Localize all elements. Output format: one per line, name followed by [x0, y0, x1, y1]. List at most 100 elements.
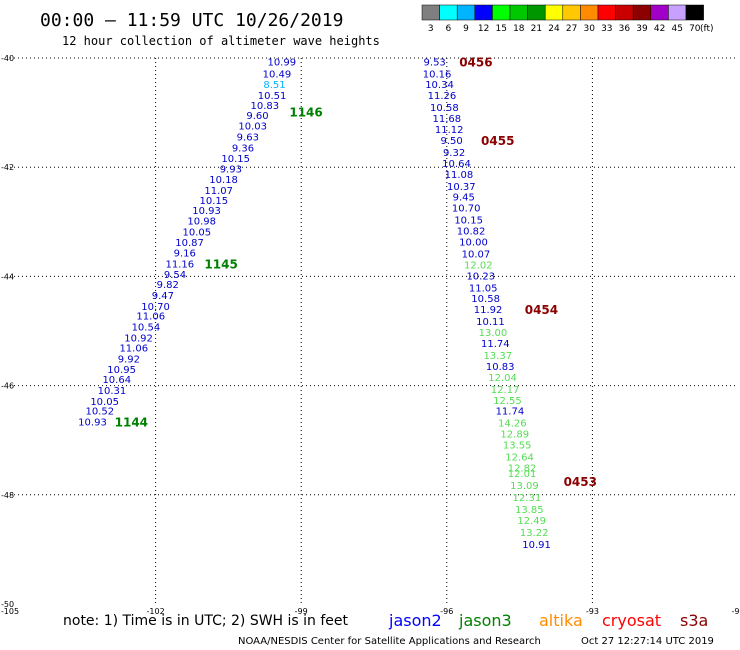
legend-swatch-label: 24 — [548, 24, 560, 34]
x-tick-label: -99 — [295, 607, 308, 616]
wave-height-label: 11.68 — [432, 114, 461, 125]
wave-height-label: 10.54 — [132, 323, 161, 334]
y-tick-label: -40 — [1, 54, 14, 63]
legend-swatch — [456, 4, 476, 21]
satellite-legend-altika: altika — [539, 611, 583, 630]
legend-swatch-label: 9 — [463, 24, 469, 34]
wave-height-label: 9.45 — [453, 193, 475, 204]
wave-height-label: 11.74 — [481, 339, 510, 350]
legend-swatch — [562, 4, 581, 21]
pass-time-label: 1144 — [115, 416, 148, 430]
legend-swatch — [474, 4, 493, 21]
legend-swatch — [650, 4, 669, 21]
wave-height-label: 10.15 — [454, 216, 483, 227]
footer-note: note: 1) Time is in UTC; 2) SWH is in fe… — [63, 613, 349, 629]
legend-swatch-label: 45 — [671, 24, 682, 34]
wave-height-label: 10.92 — [124, 334, 153, 345]
wave-height-label: 9.92 — [118, 354, 140, 365]
legend-swatch — [597, 4, 616, 21]
y-tick-label: -50 — [1, 600, 14, 609]
plot-grid — [10, 57, 738, 604]
wave-height-label: 11.05 — [469, 283, 498, 294]
wave-height-label: 11.26 — [428, 91, 457, 102]
legend-swatch-label: 3 — [428, 24, 434, 34]
wave-height-label: 10.05 — [183, 228, 212, 239]
legend-swatch-label: 30 — [583, 24, 595, 34]
wave-height-label: 13.37 — [483, 351, 512, 362]
x-tick-label: -102 — [147, 607, 165, 616]
wave-height-label: 11.16 — [166, 259, 195, 270]
wave-height-label: 9.60 — [246, 111, 268, 122]
wave-height-label: 10.05 — [90, 397, 119, 408]
wave-height-label: 10.16 — [423, 69, 452, 80]
wave-height-label: 9.36 — [232, 144, 254, 155]
legend-swatch — [509, 4, 528, 21]
legend-swatch — [580, 4, 599, 21]
wave-height-label: 11.12 — [435, 125, 464, 136]
wave-height-label: 11.92 — [474, 305, 503, 316]
wave-height-label: 10.15 — [200, 196, 229, 207]
legend-swatch — [685, 4, 704, 21]
y-tick-label: -48 — [1, 491, 14, 500]
legend-swatch-label: 39 — [636, 24, 648, 34]
wave-height-label: 10.34 — [425, 80, 454, 91]
y-tick-label: -42 — [1, 163, 14, 172]
wave-height-label: 12.64 — [505, 453, 534, 464]
wave-height-label: 10.93 — [78, 418, 107, 429]
wave-height-label: 10.15 — [221, 154, 250, 165]
wave-height-label: 10.07 — [462, 249, 491, 260]
legend-swatch-label: 21 — [531, 24, 542, 34]
wave-height-label: 9.54 — [164, 270, 186, 281]
y-tick-label: -46 — [1, 382, 14, 391]
satellite-legend-cryosat: cryosat — [602, 611, 661, 630]
wave-height-label: 10.64 — [442, 159, 471, 170]
wave-height-label: 10.95 — [107, 365, 136, 376]
wave-height-label: 10.49 — [263, 69, 292, 80]
legend-swatch — [544, 4, 564, 21]
legend-swatch-label: 6 — [446, 24, 452, 34]
wave-height-label: 11.07 — [204, 186, 233, 197]
chart-title: 00:00 – 11:59 UTC 10/26/2019 — [40, 10, 343, 31]
satellite-legend-s3a: s3a — [680, 611, 708, 630]
wave-height-label: 10.98 — [187, 217, 216, 228]
wave-height-label: 9.50 — [441, 136, 463, 147]
wave-height-label: 12.55 — [493, 396, 522, 407]
wave-height-label: 11.06 — [119, 343, 148, 354]
wave-height-label: 12.89 — [500, 430, 529, 441]
wave-height-label: 13.00 — [479, 328, 508, 339]
wave-height-label: 10.03 — [238, 122, 267, 133]
wave-height-label: 10.23 — [466, 271, 495, 282]
legend-swatch-label: 42 — [654, 24, 665, 34]
legend-swatch-label: 18 — [513, 24, 525, 34]
legend-swatch-label: 33 — [601, 24, 612, 34]
wave-height-label: 10.31 — [98, 386, 127, 397]
footer-timestamp: Oct 27 12:27:14 UTC 2019 — [581, 636, 714, 647]
chart-subtitle: 12 hour collection of altimeter wave hei… — [62, 34, 380, 48]
wave-height-label: 12.49 — [517, 516, 546, 527]
pass-time-label: 0456 — [459, 55, 492, 69]
legend-swatch — [492, 4, 511, 21]
wave-height-label: 9.32 — [443, 148, 465, 159]
x-tick-label: -105 — [1, 607, 19, 616]
legend-swatch — [632, 4, 652, 21]
wave-height-label: 10.58 — [471, 294, 500, 305]
pass-time-label: 1145 — [204, 257, 237, 271]
legend-swatch — [527, 4, 546, 21]
legend-swatch-label: 36 — [619, 24, 631, 34]
wave-height-label: 9.82 — [157, 280, 179, 291]
wave-height-label: 10.18 — [209, 175, 238, 186]
wave-height-label: 12.04 — [488, 373, 517, 384]
pass-time-label: 0455 — [481, 134, 514, 148]
wave-height-label: 9.63 — [237, 133, 259, 144]
wave-height-label: 10.58 — [430, 103, 459, 114]
wave-height-label: 10.91 — [522, 540, 551, 551]
wave-height-label: 12.01 — [508, 469, 537, 480]
legend-swatch-label: 15 — [495, 24, 506, 34]
wave-height-label: 10.11 — [476, 317, 505, 328]
legend-swatch-label: 12 — [478, 24, 489, 34]
pass-time-label: 0453 — [564, 475, 597, 489]
legend-unit-label: (ft) — [700, 24, 714, 34]
wave-height-label: 13.09 — [510, 481, 539, 492]
pass-time-label: 0454 — [525, 303, 558, 317]
wave-height-label: 9.53 — [424, 57, 446, 68]
